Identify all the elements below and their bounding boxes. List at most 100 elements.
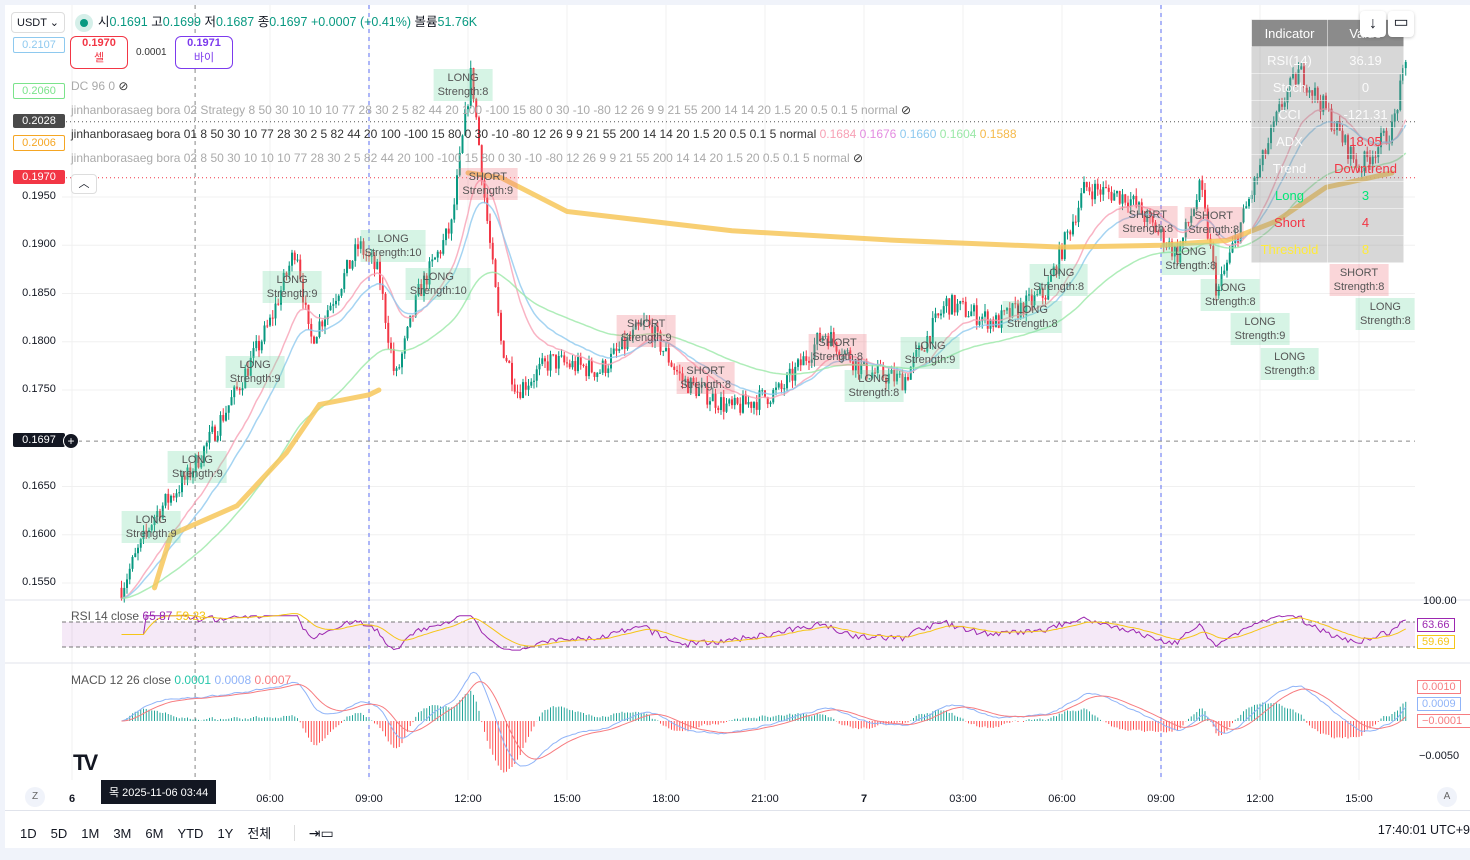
signal-strength: Strength:8	[437, 86, 489, 99]
candle	[566, 362, 568, 364]
candle	[695, 383, 698, 397]
signal-type: SHORT	[818, 337, 857, 350]
candle	[497, 287, 500, 313]
goto-date-icon[interactable]: ⇥▭	[293, 825, 334, 841]
clock[interactable]: 17:40:01 UTC+9	[1377, 823, 1470, 837]
candle	[505, 357, 508, 361]
indicator-name: Short	[1251, 208, 1328, 236]
candle	[931, 317, 934, 344]
signal-strength: Strength:8	[1264, 365, 1316, 378]
candle	[282, 272, 285, 291]
signal-type: LONG	[1369, 300, 1401, 313]
candle	[1132, 195, 1135, 200]
price-tick: 0.1650	[22, 479, 56, 492]
table-row: Trend Downtrend	[1251, 154, 1404, 182]
add-alert-plus-icon[interactable]: +	[63, 433, 79, 450]
candle	[326, 310, 329, 320]
strategy2-legend[interactable]: jinhanborasaeg bora 02 Strategy 8 50 30 …	[71, 103, 911, 117]
candle	[1072, 221, 1074, 235]
fullscreen-icon[interactable]: ▭	[1388, 11, 1414, 37]
signal-type: LONG	[858, 373, 890, 386]
candle	[365, 254, 368, 256]
candle	[1025, 295, 1028, 316]
candle	[629, 337, 632, 339]
candle	[1028, 294, 1030, 296]
candle	[181, 475, 183, 493]
candle	[302, 279, 304, 303]
candle	[722, 397, 725, 412]
price-badge: 0.2028	[13, 113, 65, 128]
candle	[857, 359, 860, 375]
eye-hidden-icon[interactable]: ⊘	[118, 79, 129, 93]
signal-label-short: SHORT Strength:8	[1329, 264, 1389, 297]
signal-label-long: LONG Strength:8	[1200, 279, 1260, 312]
change-value: +0.0007 (+0.41%)	[310, 15, 412, 29]
macd-title: MACD 12 26 close	[71, 673, 172, 687]
time-tick: 15:00	[1345, 793, 1373, 805]
range-button-6M[interactable]: 6M	[145, 826, 164, 841]
bora01-legend[interactable]: jinhanborasaeg bora 01 8 50 30 10 77 28 …	[71, 127, 1017, 141]
signal-type: SHORT	[686, 365, 725, 378]
candle	[332, 304, 335, 306]
signal-type: LONG	[239, 358, 271, 371]
candle	[1157, 232, 1160, 234]
currency-select[interactable]: USDT ⌄	[11, 12, 66, 33]
tradingview-logo[interactable]: TV	[73, 750, 98, 775]
price-chart[interactable]	[5, 5, 1470, 848]
bora02-legend[interactable]: jinhanborasaeg bora 02 8 50 30 10 10 10 …	[71, 151, 863, 165]
range-button-5D[interactable]: 5D	[50, 826, 68, 841]
candle	[607, 368, 610, 373]
range-button-YTD[interactable]: YTD	[177, 826, 204, 841]
range-button-1Y[interactable]: 1Y	[217, 826, 234, 841]
signal-label-long: LONG Strength:8	[1029, 263, 1089, 296]
eye-hidden-icon[interactable]: ⊘	[901, 103, 912, 117]
candle	[805, 356, 808, 361]
candle	[626, 337, 629, 349]
eye-hidden-icon[interactable]: ⊘	[852, 151, 864, 165]
candle	[1228, 252, 1231, 263]
candle	[1176, 246, 1179, 263]
download-arrow-icon[interactable]: ↓	[1360, 11, 1386, 37]
candle	[1006, 308, 1008, 311]
candle	[1179, 244, 1182, 263]
candle	[1217, 286, 1220, 296]
candle	[838, 351, 841, 357]
time-tick: 6	[68, 793, 76, 805]
candle	[436, 251, 439, 258]
collapse-legend-button[interactable]: ︿	[71, 174, 97, 194]
price-badge: 0.2006	[13, 134, 65, 151]
candle	[172, 495, 175, 498]
candle	[816, 332, 819, 345]
candle	[285, 272, 288, 276]
candle	[425, 275, 428, 285]
candle	[1008, 308, 1011, 318]
candle	[458, 152, 461, 176]
auto-scale-button[interactable]: A	[1437, 787, 1457, 807]
range-button-1D[interactable]: 1D	[20, 826, 37, 841]
buy-button[interactable]: 0.1971 바이	[175, 36, 233, 69]
candle	[709, 401, 711, 405]
signal-label-long: LONG Strength:8	[1161, 242, 1221, 275]
candle	[351, 260, 354, 269]
zoom-reset-button[interactable]: Z	[25, 787, 45, 807]
range-button-전체[interactable]: 전체	[247, 826, 272, 841]
candle	[604, 360, 607, 373]
signal-strength: Strength:9	[172, 468, 223, 481]
buy-label: 바이	[193, 52, 215, 64]
candle	[178, 492, 181, 494]
candle	[137, 547, 139, 554]
sell-button[interactable]: 0.1970 셀	[70, 36, 128, 69]
signal-type: LONG	[914, 339, 946, 352]
candle	[885, 377, 887, 384]
indicator-value: 36.19	[1327, 46, 1404, 74]
high-label: 고	[151, 15, 163, 29]
candle	[128, 568, 131, 580]
candle	[645, 319, 648, 321]
range-button-1M[interactable]: 1M	[81, 826, 100, 841]
dc-indicator-legend[interactable]: DC 96 0 ⊘	[71, 79, 128, 93]
candle	[208, 431, 211, 443]
candle	[258, 340, 260, 351]
candle	[1237, 236, 1239, 243]
candle	[731, 399, 733, 406]
range-button-3M[interactable]: 3M	[113, 826, 132, 841]
